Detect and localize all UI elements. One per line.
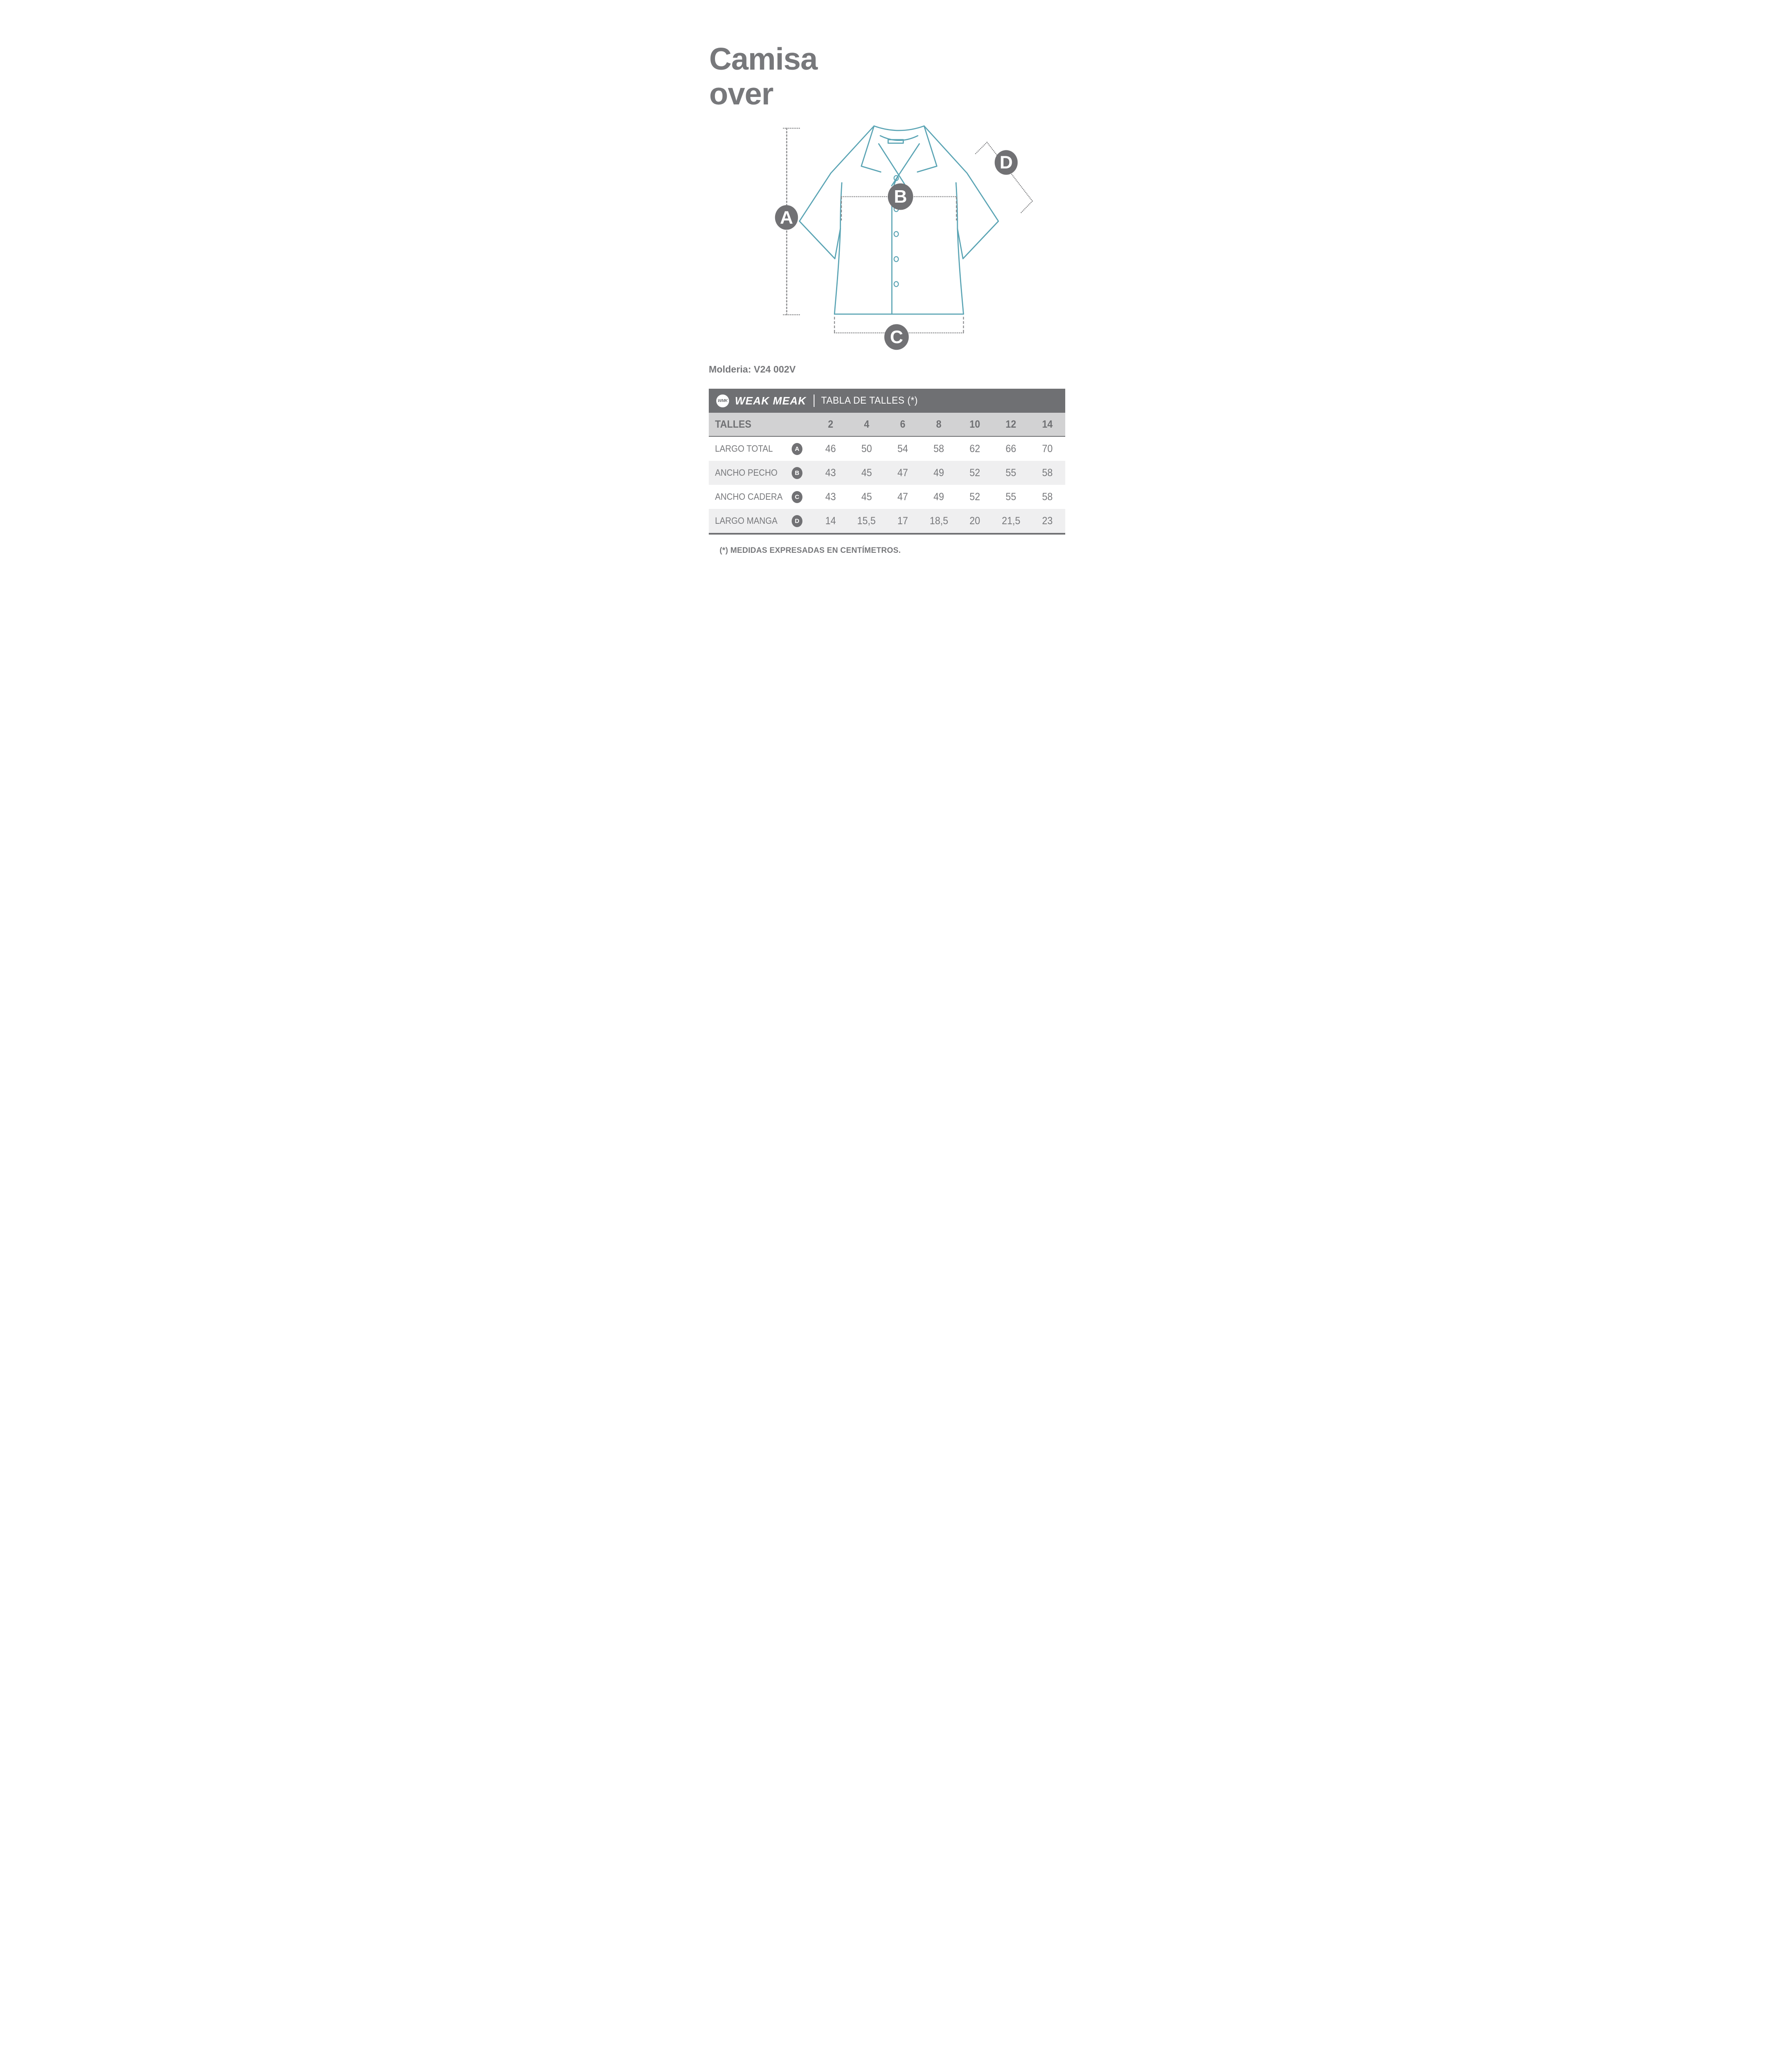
row-badge-cell: A [792, 443, 812, 455]
value-cell: 47 [897, 491, 908, 503]
value-cell: 55 [1006, 467, 1017, 479]
value-cell: 52 [969, 491, 980, 503]
size-col-10: 10 [969, 418, 980, 430]
shirt-outline-icon [799, 125, 999, 315]
badge-a-letter: A [780, 207, 793, 228]
value-cell: 45 [861, 491, 872, 503]
badge-d: D [994, 150, 1018, 175]
row-badge-c: C [792, 491, 802, 503]
sizes-header-row: TALLES 2 4 6 8 10 12 14 [709, 413, 1065, 437]
size-col-4: 4 [864, 418, 870, 430]
value-cell: 43 [825, 491, 836, 503]
size-col-12: 12 [1006, 418, 1017, 430]
size-col-14: 14 [1042, 418, 1053, 430]
row-badge-a: A [792, 443, 802, 455]
value-cell: 15,5 [857, 515, 876, 527]
value-cell: 46 [825, 443, 836, 455]
row-label: LARGO TOTAL [715, 443, 773, 454]
row-badge-cell: D [792, 515, 812, 527]
value-cell: 52 [969, 467, 980, 479]
row-badge-d: D [792, 515, 802, 527]
brand-monogram: WMK [717, 398, 728, 403]
page-title: Camisa over [709, 41, 818, 111]
dimension-lines [783, 128, 1033, 334]
row-badge-b: B [792, 467, 802, 479]
value-cell: 62 [969, 443, 980, 455]
badge-c-letter: C [890, 327, 903, 347]
table-row-ancho-pecho: ANCHO PECHO B 43 45 47 49 52 55 58 [709, 461, 1065, 485]
sizes-header-label: TALLES [715, 418, 751, 430]
value-cell: 55 [1006, 491, 1017, 503]
value-cell: 49 [933, 491, 944, 503]
size-guide-page: Camisa over [665, 0, 1109, 605]
badge-c: C [884, 324, 909, 350]
value-cell: 43 [825, 467, 836, 479]
brand-logo-icon: WMK [716, 394, 729, 407]
pattern-code: Molderia: V24 002V [709, 364, 796, 375]
table-title: TABLA DE TALLES (*) [821, 395, 918, 406]
value-cell: 18,5 [929, 515, 948, 527]
badge-b: B [888, 183, 913, 210]
page-title-line1: Camisa [709, 41, 818, 76]
brand-name: WEAK MEAK [735, 394, 807, 407]
value-cell: 49 [933, 467, 944, 479]
value-cell: 54 [897, 443, 908, 455]
value-cell: 21,5 [1001, 515, 1020, 527]
size-col-6: 6 [900, 418, 906, 430]
shirt-measurement-diagram: A B C D [775, 125, 1033, 350]
value-cell: 17 [897, 515, 908, 527]
value-cell: 58 [933, 443, 944, 455]
table-row-largo-total: LARGO TOTAL A 46 50 54 58 62 66 70 [709, 437, 1065, 461]
value-cell: 45 [861, 467, 872, 479]
row-label: LARGO MANGA [715, 516, 778, 526]
size-col-8: 8 [936, 418, 942, 430]
table-row-largo-manga: LARGO MANGA D 14 15,5 17 18,5 20 21,5 23 [709, 509, 1065, 533]
row-badge-cell: B [792, 467, 812, 479]
size-table: WMK WEAK MEAK TABLA DE TALLES (*) TALLES… [709, 389, 1065, 535]
measure-badges: A B C D [775, 150, 1018, 350]
badge-a: A [775, 205, 798, 230]
footnote: (*) MEDIDAS EXPRESADAS EN CENTÍMETROS. [720, 546, 901, 555]
badge-b-letter: B [894, 186, 907, 207]
row-label: ANCHO CADERA [715, 491, 783, 502]
table-header-bar: WMK WEAK MEAK TABLA DE TALLES (*) [709, 389, 1065, 413]
value-cell: 58 [1042, 467, 1053, 479]
value-cell: 14 [825, 515, 836, 527]
value-cell: 50 [861, 443, 872, 455]
value-cell: 23 [1042, 515, 1053, 527]
value-cell: 66 [1006, 443, 1017, 455]
value-cell: 58 [1042, 491, 1053, 503]
row-badge-cell: C [792, 491, 812, 503]
table-row-ancho-cadera: ANCHO CADERA C 43 45 47 49 52 55 58 [709, 485, 1065, 509]
size-col-2: 2 [828, 418, 833, 430]
value-cell: 47 [897, 467, 908, 479]
value-cell: 70 [1042, 443, 1053, 455]
row-label: ANCHO PECHO [715, 467, 778, 478]
page-title-line2: over [709, 76, 773, 111]
table-bottom-border [709, 533, 1065, 535]
value-cell: 20 [969, 515, 980, 527]
badge-d-letter: D [1000, 152, 1013, 173]
